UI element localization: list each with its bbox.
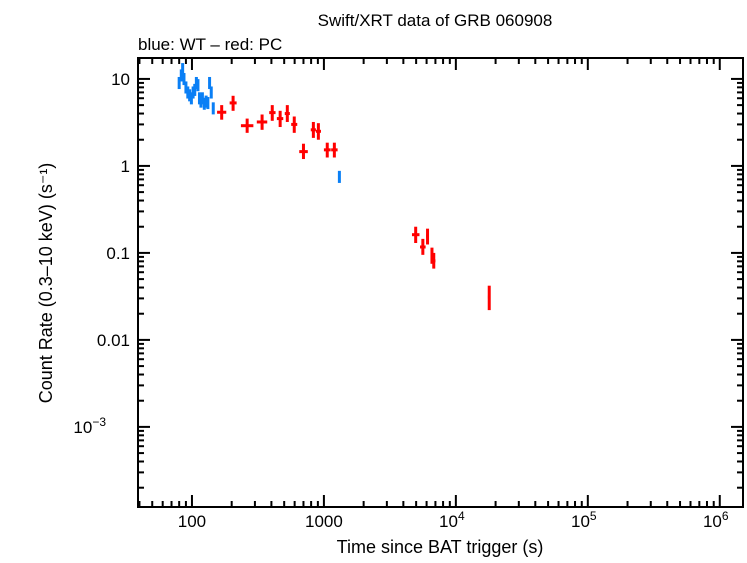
pc-data-point — [323, 142, 331, 158]
x-tick-label: 105 — [571, 509, 597, 531]
chart-title: Swift/XRT data of GRB 060908 — [318, 11, 553, 30]
pc-data-point — [487, 285, 491, 311]
wt-data-point — [177, 76, 181, 90]
x-tick-label: 104 — [439, 509, 465, 531]
pc-data-point — [284, 105, 290, 122]
x-tick-exponent: 5 — [590, 509, 597, 523]
pc-data-point — [291, 116, 298, 133]
pc-data-point — [299, 143, 308, 160]
wt-data-point — [209, 86, 213, 99]
wt-data-point — [206, 96, 210, 110]
x-tick-label: 106 — [703, 509, 729, 531]
pc-data-point — [411, 226, 420, 243]
wt-data-point — [182, 72, 186, 86]
pc-data-point — [276, 110, 284, 128]
plot-frame — [137, 57, 744, 508]
x-axis-label: Time since BAT trigger (s) — [337, 537, 544, 557]
pc-data-point — [432, 252, 436, 269]
x-tick-label: 1000 — [305, 512, 343, 531]
pc-data-point — [217, 105, 227, 120]
x-tick-exponent: 4 — [458, 509, 465, 523]
y-tick-label: 10 — [111, 70, 130, 89]
y-axis-label: Count Rate (0.3–10 keV) (s⁻¹) — [36, 163, 56, 404]
x-tick-exponent: 6 — [722, 509, 729, 523]
chart-subtitle: blue: WT – red: PC — [138, 35, 282, 54]
wt-data-point — [193, 83, 197, 96]
x-tick-label: 100 — [178, 512, 206, 531]
wt-data-point — [337, 170, 341, 183]
pc-data-point — [331, 142, 338, 158]
wt-data-point — [211, 102, 215, 115]
pc-data-point — [310, 121, 316, 138]
y-tick-label: 10−3 — [73, 415, 106, 437]
pc-data-point — [420, 238, 426, 255]
pc-data-point — [256, 114, 268, 130]
y-tick-label: 1 — [121, 157, 130, 176]
pc-data-point — [240, 118, 254, 133]
pc-data-point — [315, 123, 321, 140]
y-tick-exponent: −3 — [92, 415, 106, 429]
y-tick-label: 0.01 — [97, 331, 130, 350]
wt-data-point — [196, 79, 200, 92]
y-tick-label: 0.1 — [106, 244, 130, 263]
pc-data-point — [269, 105, 276, 121]
pc-data-point — [229, 95, 237, 111]
wt-data-point — [208, 76, 212, 90]
pc-data-point — [426, 228, 430, 245]
